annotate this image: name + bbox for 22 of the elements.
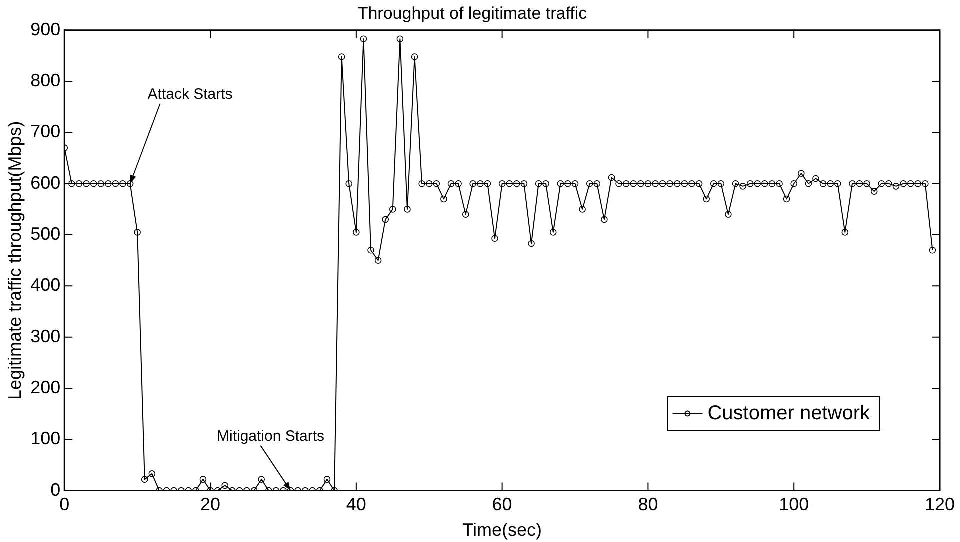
- x-tick-label: 60: [492, 494, 512, 515]
- y-tick-label: 0: [50, 480, 61, 500]
- y-tick-label: 100: [30, 428, 61, 449]
- x-tick-label: 80: [638, 494, 658, 515]
- x-tick-label: 20: [200, 494, 221, 515]
- y-tick-label: 300: [30, 326, 61, 346]
- annotation: Attack Starts: [148, 86, 233, 103]
- legend-label: Customer network: [708, 402, 871, 424]
- annotation: Mitigation Starts: [216, 428, 325, 445]
- y-tick-label: 400: [30, 275, 61, 296]
- y-tick-label: 200: [30, 377, 61, 398]
- y-axis-title: Legitimate traffic throughput(Mbps): [4, 121, 25, 400]
- y-tick-label: 900: [30, 19, 61, 40]
- x-axis-title: Time(sec): [462, 520, 542, 540]
- y-tick-label: 600: [30, 172, 61, 193]
- x-tick-label: 100: [779, 494, 810, 515]
- chart-title: Throughput of legitimate traffic: [358, 4, 588, 23]
- y-tick-label: 700: [30, 122, 61, 142]
- x-tick-label: 120: [924, 494, 956, 515]
- x-tick-label: 40: [346, 494, 366, 515]
- y-tick-label: 500: [30, 224, 61, 244]
- y-tick-label: 800: [30, 70, 61, 91]
